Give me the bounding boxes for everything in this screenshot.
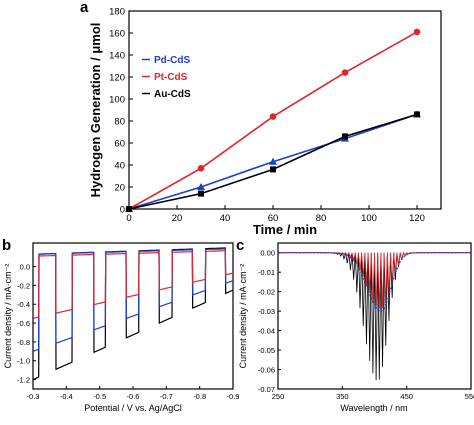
x-tick-label-a: 120	[409, 213, 425, 224]
y-tick-label-a: 60	[114, 139, 125, 150]
series-line-b-0	[32, 247, 234, 381]
series-line-b-1	[32, 248, 234, 352]
data-point-a	[341, 69, 349, 76]
y-tick-label-a: 0	[120, 205, 125, 216]
y-tick-label-b: -0.8	[17, 338, 30, 347]
panel-label-c: c	[236, 237, 244, 254]
data-point-a	[342, 133, 348, 140]
y-axis-label-a: Hydrogen Generation / μmol	[88, 23, 103, 198]
plot-frame-c	[277, 242, 472, 390]
series-line-b-2	[32, 250, 234, 319]
chart-c: 250 350 450 550 0.00 -0.01 -0.02 -0.03 -0.04 -0.0…	[238, 242, 474, 413]
y-tick-label-c: -0.02	[258, 288, 275, 297]
y-tick-label-b: 0.0	[20, 263, 30, 272]
legend-label-a: Au-CdS	[154, 89, 191, 100]
y-tick-label-c: -0.04	[258, 327, 275, 336]
x-tick-label-a: 100	[361, 213, 377, 224]
x-axis-label-c: Wavelength / nm	[340, 403, 407, 413]
x-axis-label-b: Potential / V vs. Ag/AgCl	[84, 403, 182, 413]
y-tick-label-a: 140	[109, 51, 125, 62]
y-tick-label-b: -1.0	[17, 357, 30, 366]
x-axis-label-a: Time / min	[253, 222, 317, 237]
y-tick-label-a: 80	[114, 117, 125, 128]
x-tick-label-b: -0.3	[27, 392, 40, 401]
x-tick-label-a: 20	[172, 213, 183, 224]
chart-a: 0 20 40 60 80 100 120020406080100120140160180 …	[88, 7, 442, 237]
data-point-a	[198, 190, 204, 197]
x-tick-label-a: 80	[316, 213, 327, 224]
data-point-a	[197, 165, 205, 172]
y-axis-label-b: Current density / mA·cm⁻²	[3, 264, 13, 369]
data-point-a	[413, 28, 421, 36]
x-tick-label-b: -0.6	[127, 392, 140, 401]
x-tick-label-c: 450	[400, 392, 413, 401]
y-tick-label-c: 0.00	[260, 249, 275, 258]
panel-label-b: b	[2, 237, 11, 254]
y-tick-label-a: 20	[114, 183, 125, 194]
x-tick-label-a: 60	[268, 213, 279, 224]
data-point-a	[269, 157, 277, 165]
x-tick-label-c: 250	[272, 392, 285, 401]
y-tick-label-c: -0.07	[258, 385, 275, 394]
x-tick-label-b: -0.4	[60, 392, 73, 401]
x-tick-label-a: 40	[220, 213, 231, 224]
x-tick-label-b: -0.7	[160, 392, 173, 401]
y-tick-label-a: 100	[109, 95, 125, 106]
y-tick-label-a: 180	[109, 7, 125, 18]
data-point-a	[126, 206, 132, 212]
y-tick-label-a: 40	[114, 161, 125, 172]
series-line-c-2	[278, 252, 471, 312]
x-tick-label-b: -0.5	[93, 392, 106, 401]
y-tick-label-c: -0.05	[258, 346, 275, 355]
y-tick-label-b: -0.4	[17, 300, 30, 309]
y-tick-label-c: -0.06	[258, 366, 275, 375]
x-tick-label-a: 0	[126, 213, 131, 224]
x-tick-label-b: -0.9	[227, 392, 240, 401]
y-tick-label-b: -1.2	[17, 376, 30, 385]
y-tick-label-a: 120	[109, 73, 125, 84]
x-tick-label-c: 350	[336, 392, 349, 401]
y-axis-label-c: Current density / mA·cm⁻²	[238, 264, 248, 369]
y-tick-label-c: -0.01	[258, 268, 275, 277]
legend-label-a: Pd-CdS	[154, 55, 190, 66]
panel-label-a: a	[80, 0, 89, 16]
data-point-a	[269, 113, 277, 120]
x-tick-label-b: -0.8	[193, 392, 206, 401]
y-tick-label-b: -0.6	[17, 319, 30, 328]
data-point-a	[414, 111, 420, 118]
series-line-c-0	[278, 251, 471, 381]
y-tick-label-a: 160	[109, 29, 125, 40]
data-point-a	[270, 166, 276, 173]
data-point-a	[197, 183, 205, 190]
x-tick-label-c: 550	[465, 392, 474, 401]
chart-b: -0.3 -0.4 -0.5 -0.6 -0.7 -0.8 -0.9 0.0 -0.2 -0.4 -…	[3, 242, 240, 413]
legend-label-a: Pt-CdS	[154, 72, 188, 83]
plot-frame-a	[128, 10, 442, 210]
y-tick-label-b: -0.2	[17, 281, 30, 290]
y-tick-label-c: -0.03	[258, 307, 275, 316]
